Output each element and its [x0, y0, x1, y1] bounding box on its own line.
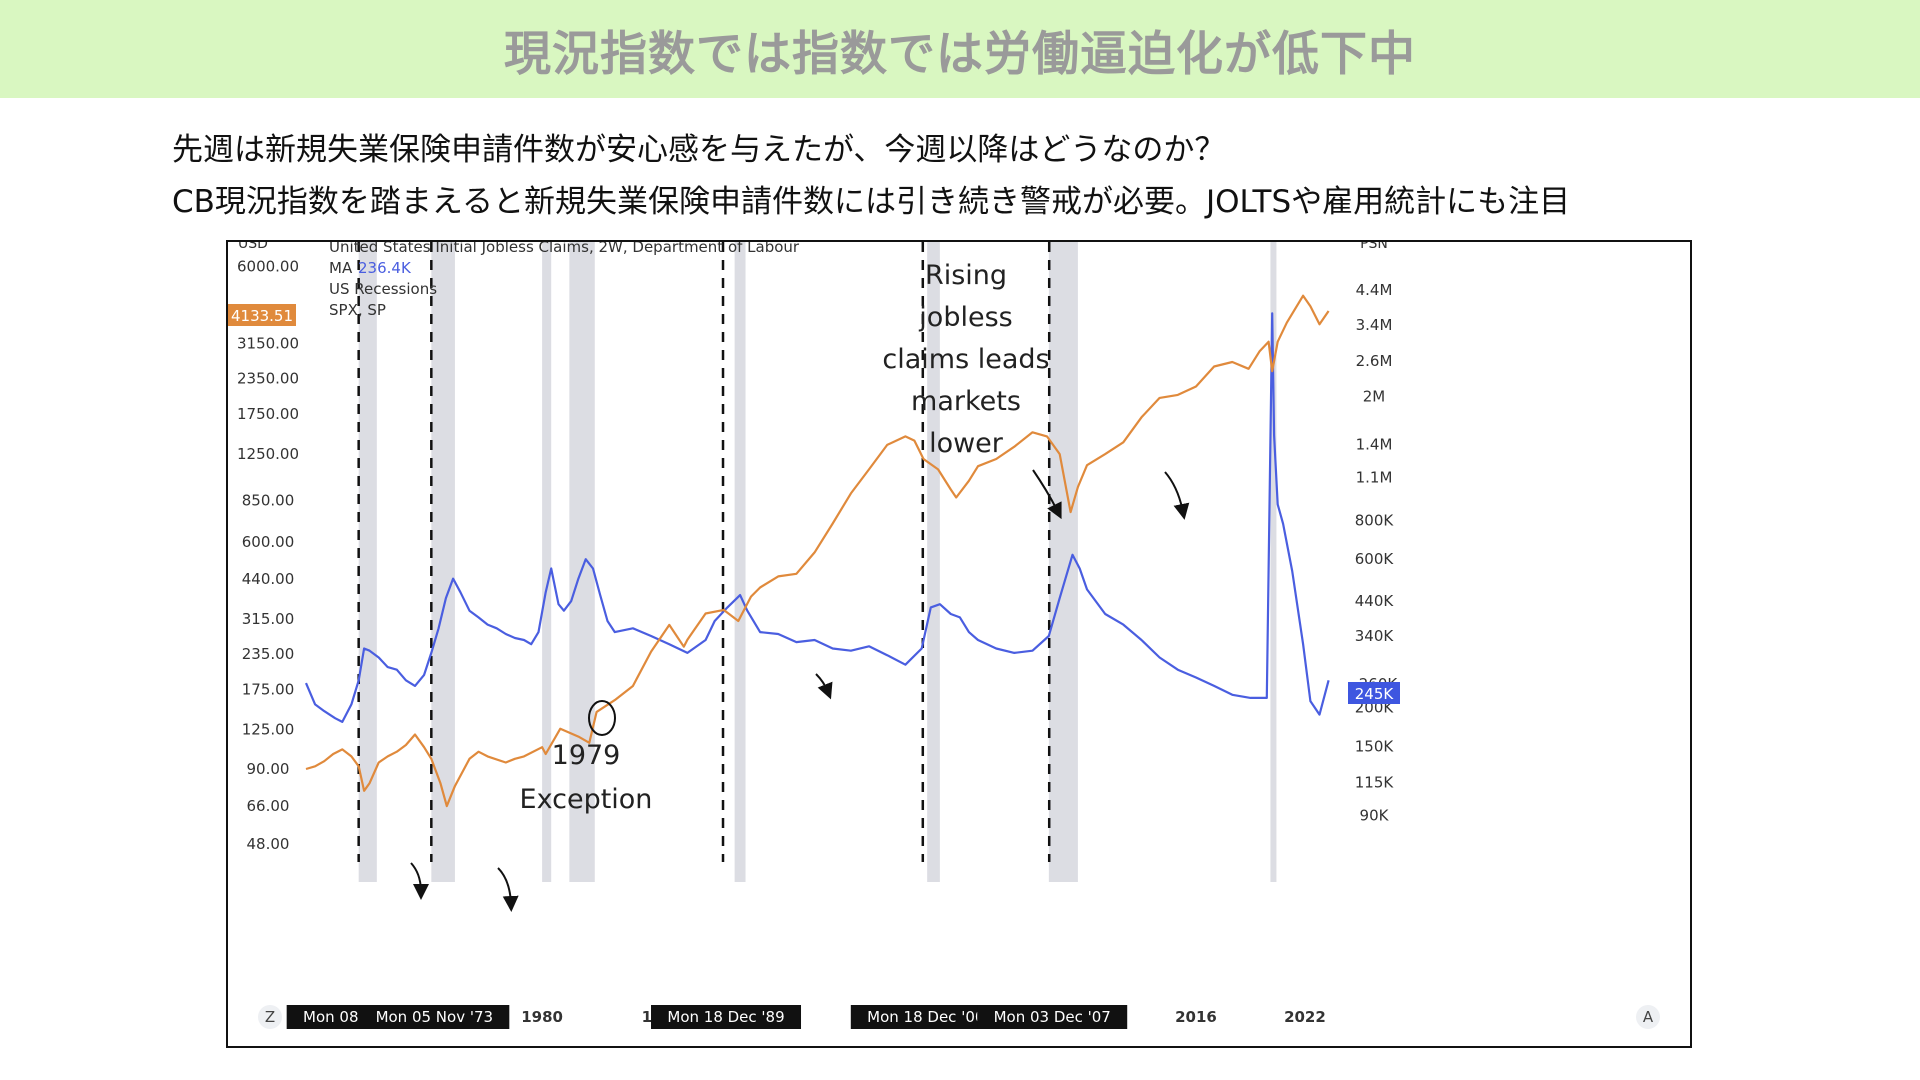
- recession-band: [734, 242, 746, 882]
- subtitle-line-1: 先週は新規失業保険申請件数が安心感を与えたが、今週以降はどうなのか？: [172, 132, 1226, 168]
- arrow-2008: [1164, 471, 1190, 520]
- annotation-arrows: [410, 469, 1190, 912]
- price-badges: 4133.51 260K 245K: [228, 304, 1400, 704]
- auto-scale-button[interactable]: [1636, 1005, 1660, 1029]
- left-tick-label: 2350.00: [237, 370, 299, 388]
- event-date-label-bg: [359, 1005, 510, 1029]
- legend-title: United States Initial Jobless Claims, 2W…: [329, 242, 800, 256]
- legend-ma-value: 236.4K: [358, 259, 412, 277]
- claims-price-label: 245K: [1355, 685, 1395, 703]
- legend: United States Initial Jobless Claims, 2W…: [329, 242, 800, 319]
- legend-recessions: US Recessions: [329, 280, 437, 298]
- right-tick-label: 800K: [1355, 511, 1395, 529]
- right-tick-label: 440K: [1355, 592, 1395, 610]
- x-tick-label: 2016: [1175, 1008, 1217, 1026]
- left-axis-unit: USD: [238, 242, 268, 252]
- left-tick-label: 48.00: [247, 835, 290, 853]
- spx-line: [305, 294, 1330, 808]
- left-tick-label: 1750.00: [237, 405, 299, 423]
- title-banner: 現況指数では指数では労働逼迫化が低下中: [0, 0, 1920, 98]
- left-tick-label: 440.00: [242, 570, 295, 588]
- right-tick-label: 115K: [1355, 773, 1395, 791]
- recession-bands: [358, 242, 1277, 882]
- event-date-label-bg: [977, 1005, 1128, 1029]
- recession-band: [542, 242, 552, 882]
- event-date-label: Mon 03 Dec '07: [994, 1008, 1111, 1026]
- banner-title: 現況指数では指数では労働逼迫化が低下中: [504, 26, 1416, 82]
- chart-svg: USD 6000.00 3150.00 2350.00 1750.00 1250.00 85…: [228, 242, 1660, 1029]
- event-date-label-bg: [651, 1005, 802, 1029]
- subtitle-line-2: CB現況指数を踏まえると新規失業保険申請件数には引き続き警戒が必要。JOLTSや…: [172, 184, 1571, 220]
- claims-price-badge: [1348, 682, 1400, 704]
- right-tick-label: 600K: [1355, 550, 1395, 568]
- right-axis-unit: PSN: [1360, 242, 1388, 252]
- recession-band: [927, 242, 940, 882]
- chart-frame: USD 6000.00 3150.00 2350.00 1750.00 1250.00 85…: [226, 240, 1692, 1048]
- annotation-rising-4: markets: [911, 386, 1021, 417]
- series-lines: [304, 294, 1330, 808]
- right-tick-label: 340K: [1355, 627, 1395, 645]
- left-axis: USD 6000.00 3150.00 2350.00 1750.00 1250.00 85…: [237, 242, 299, 853]
- left-tick-label: 235.00: [242, 645, 295, 663]
- right-tick-label: 150K: [1355, 738, 1395, 756]
- right-axis: PSN 4.4M 3.4M 2.6M 2M 1.4M 1.1M 800K 600K 440K 340…: [1355, 242, 1395, 825]
- spx-price-badge: [228, 304, 296, 326]
- recession-band: [1270, 242, 1277, 882]
- left-tick-label: 1250.00: [237, 445, 299, 463]
- annotation-rising: Rising jobless claims leads markets lowe…: [882, 260, 1049, 459]
- right-tick-label: 1.4M: [1356, 436, 1393, 454]
- left-tick-label: 3150.00: [237, 335, 299, 353]
- annotation-rising-1: Rising: [925, 260, 1007, 291]
- arrow-1990: [815, 673, 833, 700]
- left-tick-label: 66.00: [247, 797, 290, 815]
- left-tick-label: 125.00: [242, 721, 295, 739]
- left-tick-label: 850.00: [242, 491, 295, 509]
- recession-band: [431, 242, 455, 882]
- event-date-label-bg: [850, 1005, 1001, 1029]
- recession-band: [358, 242, 377, 882]
- zoom-out-button[interactable]: [258, 1005, 282, 1029]
- left-tick-label: 315.00: [242, 610, 295, 628]
- right-tick-label: 2M: [1363, 387, 1386, 405]
- event-date-label: Mon 18 Dec '89: [667, 1008, 784, 1026]
- right-tick-label: 1.1M: [1356, 468, 1393, 486]
- zoom-out-label: Z: [265, 1008, 275, 1026]
- annotation-rising-3: claims leads: [882, 344, 1049, 375]
- annotation-exception-year: 1979: [552, 740, 621, 771]
- arrow-2001: [1032, 469, 1062, 520]
- legend-spx: SPX, SP: [329, 301, 386, 319]
- left-tick-label: 600.00: [242, 533, 295, 551]
- annotation-rising-2: jobless: [918, 302, 1012, 333]
- legend-ma-label: MA: [329, 259, 353, 277]
- jobless-claims-line: [304, 312, 1330, 723]
- right-tick-label: 4.4M: [1356, 281, 1393, 299]
- left-tick-label: 6000.00: [237, 257, 299, 275]
- recession-band: [569, 242, 595, 882]
- x-tick-label: 2022: [1284, 1008, 1326, 1026]
- auto-scale-label: A: [1643, 1008, 1654, 1026]
- arrow-1974: [497, 867, 519, 912]
- event-date-label: Mon 05 Nov '73: [376, 1008, 494, 1026]
- annotation-rising-5: lower: [929, 428, 1004, 459]
- left-tick-label: 90.00: [247, 760, 290, 778]
- arrow-1970: [410, 862, 429, 900]
- event-lines: [357, 242, 1051, 862]
- recession-band: [1048, 242, 1078, 882]
- right-tick-label: 90K: [1360, 807, 1390, 825]
- right-tick-label: 2.6M: [1356, 352, 1393, 370]
- event-date-label: Mon 18 Dec '00: [867, 1008, 984, 1026]
- annotation-exception: 1979 Exception: [520, 700, 653, 815]
- left-tick-label: 175.00: [242, 680, 295, 698]
- right-tick-label: 3.4M: [1356, 316, 1393, 334]
- spx-price-label: 4133.51: [231, 307, 293, 325]
- exception-circle: [588, 700, 616, 736]
- x-tick-label: 1980: [521, 1008, 563, 1026]
- annotation-exception-label: Exception: [520, 784, 653, 815]
- x-axis: ZA1980201620221981Mon 08 Dec '69Mon 05 N…: [258, 1005, 1660, 1029]
